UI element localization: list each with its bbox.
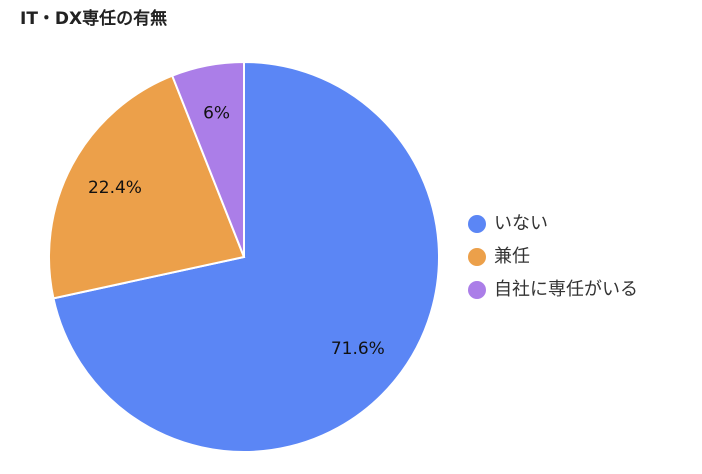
pie-slice xyxy=(52,60,440,453)
value-label: 71.6% xyxy=(331,339,385,359)
legend-label: いない xyxy=(494,213,548,234)
legend-label: 兼任 xyxy=(494,246,530,267)
pie-slice xyxy=(48,74,246,300)
chart-title: IT・DX専任の有無 xyxy=(20,8,167,29)
legend-swatch xyxy=(468,281,486,299)
value-label: 6% xyxy=(203,103,230,123)
value-label: 22.4% xyxy=(88,178,142,198)
legend-swatch xyxy=(468,215,486,233)
legend-swatch xyxy=(468,248,486,266)
legend-label: 自社に専任がいる xyxy=(494,279,638,300)
pie-slice xyxy=(170,60,245,258)
